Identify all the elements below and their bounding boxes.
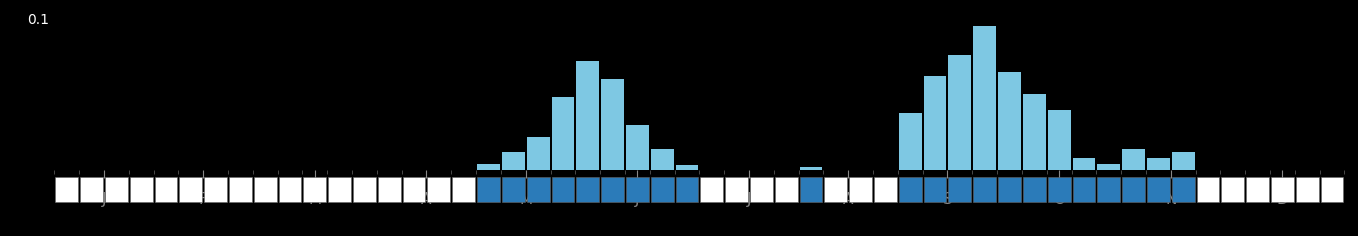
Bar (527, 137, 550, 170)
Bar (1048, 110, 1070, 170)
Bar (974, 26, 997, 170)
Bar (998, 72, 1021, 170)
Bar (502, 152, 524, 170)
Bar (675, 165, 698, 170)
Bar (626, 125, 649, 170)
Bar (602, 79, 623, 170)
Bar (923, 76, 947, 170)
Bar (1148, 158, 1169, 170)
Bar (1073, 158, 1096, 170)
Bar (800, 167, 823, 170)
Bar (1023, 94, 1046, 170)
Bar (948, 55, 971, 170)
Bar (477, 164, 500, 170)
Bar (1172, 152, 1195, 170)
Bar (650, 149, 674, 170)
Bar (1122, 149, 1145, 170)
Bar (576, 61, 599, 170)
Bar (899, 113, 922, 170)
Bar (1097, 164, 1120, 170)
Bar (551, 97, 574, 170)
